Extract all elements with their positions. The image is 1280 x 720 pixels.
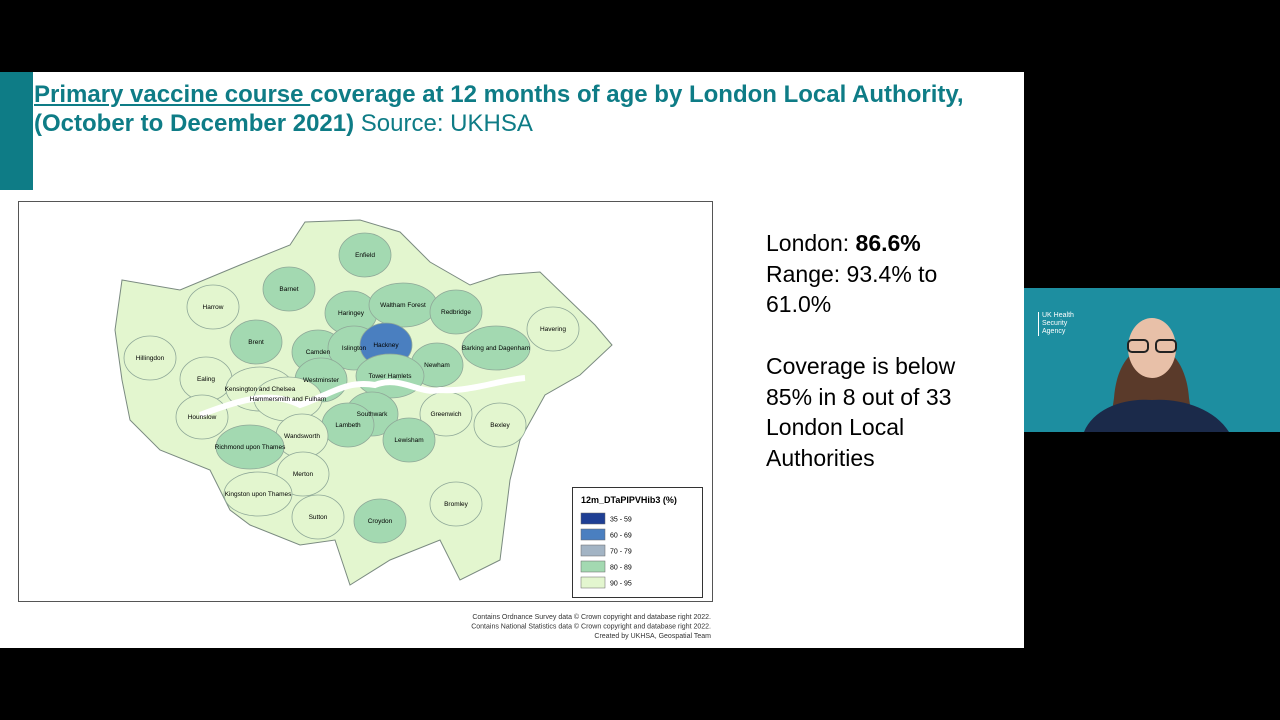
- borough-label: Westminster: [303, 377, 340, 384]
- borough-label: Richmond upon Thames: [215, 444, 286, 451]
- legend-label: 70 - 79: [610, 549, 632, 556]
- webcam: UK Health Security Agency: [1024, 288, 1280, 432]
- thames: [198, 375, 526, 418]
- legend-swatch: [580, 512, 606, 525]
- borough-label: Havering: [540, 326, 566, 333]
- borough-area: [229, 319, 283, 365]
- borough-label: Wandsworth: [284, 433, 320, 440]
- range: Range: 93.4% to 61.0%: [766, 259, 955, 320]
- borough-label: Enfield: [355, 252, 375, 259]
- borough-label: Newham: [424, 362, 450, 369]
- london-label: London:: [766, 230, 856, 256]
- borough-area: [382, 417, 436, 463]
- borough-area: [338, 232, 392, 278]
- legend-label: 80 - 89: [610, 565, 632, 572]
- borough-area: [123, 335, 177, 381]
- title-source: Source: UKHSA: [354, 110, 533, 137]
- text-line: Coverage is below: [766, 352, 956, 379]
- borough-label: Harrow: [203, 304, 224, 311]
- borough-area: [429, 289, 483, 335]
- borough-label: Ealing: [197, 376, 215, 383]
- credit-line: Contains National Statistics data © Crow…: [471, 623, 711, 631]
- coverage: Coverage is below 85% in 8 out of 33 Londo…: [766, 351, 955, 474]
- legend-swatch: [580, 544, 606, 557]
- credit-line: Contains Ordnance Survey data © Crown co…: [472, 613, 711, 621]
- borough-label: Southwark: [357, 411, 388, 418]
- summary: London: 86.6% Range: 93.4% to 61.0% Cover…: [766, 228, 955, 474]
- borough-label: Bromley: [444, 501, 469, 508]
- credit-line: Created by UKHSA, Geospatial Team: [594, 633, 711, 640]
- text-line: Security: [1042, 320, 1068, 327]
- borough-label: Hammersmith and Fulham: [250, 396, 327, 403]
- text-line: Range: 93.4% to: [766, 260, 938, 287]
- legend-swatch: [580, 576, 606, 589]
- borough-area: [291, 494, 345, 540]
- text-line: Authorities: [766, 444, 875, 471]
- ukhsa-logo: UK Health Security Agency: [1038, 312, 1074, 336]
- borough-label: Barking and Dagenham: [462, 345, 530, 352]
- borough-area: [526, 306, 580, 352]
- legend-label: 60 - 69: [610, 533, 632, 540]
- borough-label: Kingston upon Thames: [225, 491, 292, 498]
- borough-area: [223, 471, 293, 517]
- borough-label: Camden: [306, 349, 331, 356]
- legend-label: 90 - 95: [610, 581, 632, 588]
- borough-area: [186, 284, 240, 330]
- title-link[interactable]: Primary vaccine course: [34, 81, 311, 108]
- borough-label: Lewisham: [394, 437, 423, 444]
- map: Enfield Barnet Harrow Haringey Waltham Fores…: [18, 201, 713, 640]
- borough-label: Hounslow: [188, 414, 217, 421]
- text-line: UK Health: [1042, 312, 1074, 319]
- london-value: 86.6%: [855, 230, 921, 256]
- legend-swatch: [580, 528, 606, 541]
- legend-label: 35 - 59: [610, 517, 632, 524]
- text-line: Agency: [1042, 328, 1066, 335]
- borough-label: Brent: [248, 339, 264, 346]
- borough-label: Merton: [293, 471, 314, 478]
- borough-area: [215, 424, 285, 470]
- text-line: London Local: [766, 414, 905, 441]
- borough-label: Islington: [342, 345, 367, 352]
- borough-area: [262, 266, 316, 312]
- legend-title: 12m_DTaPIPVHib3 (%): [581, 495, 677, 505]
- borough-label: Bexley: [490, 422, 510, 429]
- borough-area: [429, 481, 483, 527]
- text-line: 85% in 8 out of 33: [766, 383, 952, 410]
- borough-area: [276, 451, 330, 497]
- borough-label: Tower Hamlets: [369, 373, 413, 380]
- borough-label: Sutton: [309, 514, 328, 521]
- borough-label: Hillingdon: [136, 355, 165, 362]
- borough-label: Lambeth: [335, 422, 361, 429]
- borough-area: [353, 498, 407, 544]
- title-main: coverage at 12 months of age by London L…: [34, 81, 964, 137]
- borough-label: Croydon: [368, 518, 393, 525]
- london-line: London: 86.6%: [766, 228, 955, 259]
- borough-label: Redbridge: [441, 309, 471, 316]
- presenter: [1084, 318, 1229, 432]
- accent-bar: [0, 72, 33, 190]
- slide-title: Primary vaccine course coverage at 12 mo…: [34, 80, 994, 138]
- borough-label: Hackney: [373, 342, 399, 349]
- legend-swatch: [580, 560, 606, 573]
- borough-label: Greenwich: [430, 411, 461, 418]
- borough-label: Haringey: [338, 310, 365, 317]
- borough-area: [473, 402, 527, 448]
- borough-label: Kensington and Chelsea: [225, 386, 296, 393]
- borough-label: Waltham Forest: [380, 302, 426, 309]
- text-line: 61.0%: [766, 291, 832, 318]
- borough-area: [461, 325, 531, 371]
- borough-label: Barnet: [279, 286, 298, 293]
